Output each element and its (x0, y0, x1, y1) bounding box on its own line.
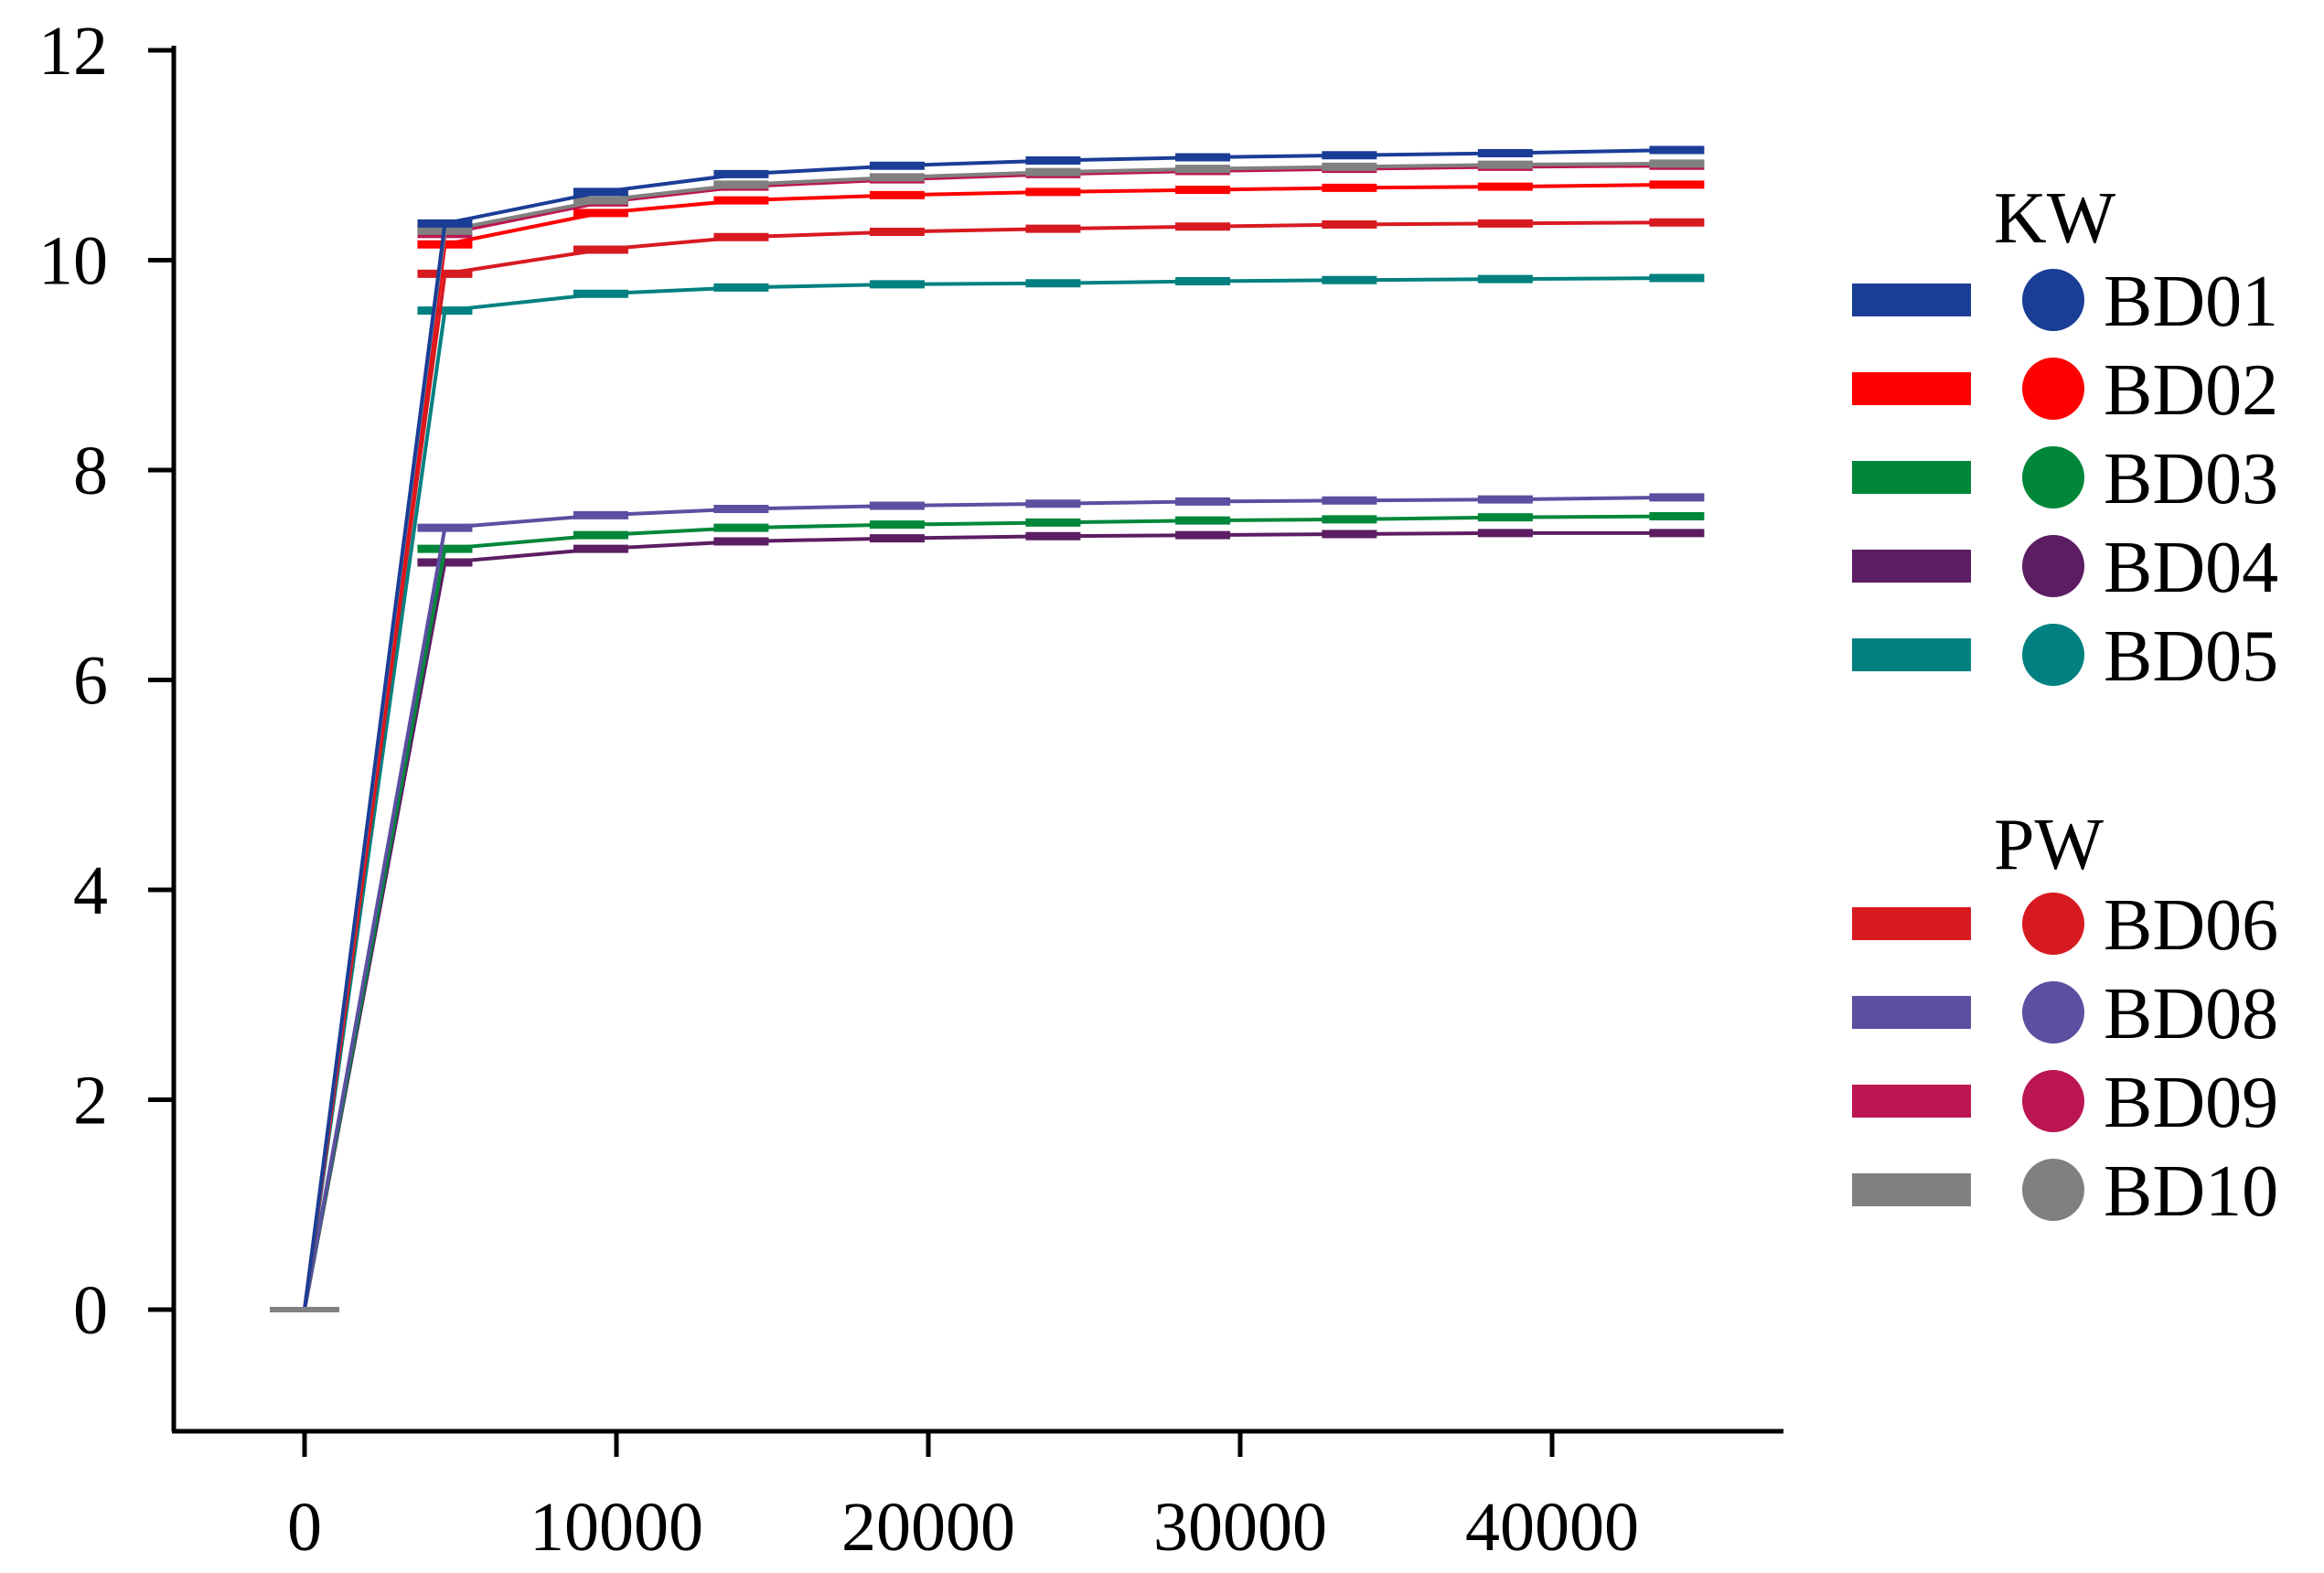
series-bd03 (270, 511, 1705, 1312)
series-line-bd10 (303, 161, 1677, 1311)
legend-marker-swatch (2022, 981, 2084, 1043)
legend-line-swatch (1852, 638, 1971, 671)
series-line-bd04 (303, 530, 1677, 1311)
legend-item-bd09: BD09 (1852, 1063, 2278, 1143)
legend-label: BD02 (2104, 350, 2278, 431)
legend-item-bd03: BD03 (1852, 439, 2278, 519)
series-bd02 (270, 180, 1705, 1312)
legend-line-swatch (1852, 907, 1971, 940)
legend-item-bd05: BD05 (1852, 616, 2278, 697)
legend-label: BD01 (2104, 262, 2278, 342)
y-tick-label: 10 (38, 223, 108, 300)
legend-line-swatch (1852, 461, 1971, 494)
legend-label: BD05 (2104, 616, 2278, 697)
legend-item-bd04: BD04 (1852, 528, 2278, 608)
legend-item-bd02: BD02 (1852, 350, 2278, 431)
series-bd04 (270, 529, 1705, 1312)
legend-label: BD03 (2104, 439, 2278, 519)
legend-label: BD04 (2104, 528, 2278, 608)
series-line-bd03 (303, 514, 1677, 1311)
series-line-bd08 (303, 495, 1677, 1311)
legend-line-swatch (1852, 550, 1971, 583)
series-line-bd05 (303, 276, 1677, 1311)
legend-line-swatch (1852, 284, 1971, 316)
legend-item-bd06: BD06 (1852, 885, 2278, 966)
legend-marker-swatch (2022, 358, 2084, 420)
legend-marker-swatch (2022, 624, 2084, 686)
legend-line-swatch (1852, 996, 1971, 1029)
legend-label: BD09 (2104, 1063, 2278, 1143)
legend-item-bd01: BD01 (1852, 262, 2278, 342)
legend-label: BD06 (2104, 885, 2278, 966)
series-bd01 (270, 145, 1705, 1312)
legend-marker-swatch (2022, 893, 2084, 955)
series-bd06 (270, 218, 1705, 1312)
legend-group-title: KW (1994, 178, 2116, 259)
series-line-bd01 (303, 148, 1677, 1311)
legend-group-title: PW (1994, 805, 2104, 885)
x-tick-label: 0 (287, 1489, 322, 1566)
legend-line-swatch (1852, 1085, 1971, 1118)
y-tick-label: 8 (73, 433, 108, 509)
legend-line-swatch (1852, 1173, 1971, 1206)
legend-item-bd08: BD08 (1852, 974, 2278, 1054)
series-bd05 (270, 273, 1705, 1312)
legend-label: BD10 (2104, 1151, 2278, 1232)
legend-marker-swatch (2022, 446, 2084, 508)
x-tick-label: 20000 (841, 1489, 1015, 1566)
legend-marker-swatch (2022, 1070, 2084, 1132)
legend-marker-swatch (2022, 535, 2084, 597)
series-line-bd06 (303, 220, 1677, 1311)
x-tick-label: 30000 (1153, 1489, 1327, 1566)
y-tick-label: 12 (38, 13, 108, 90)
legend-marker-swatch (2022, 269, 2084, 331)
y-tick-label: 6 (73, 643, 108, 720)
series-bd10 (270, 159, 1705, 1312)
x-tick-label: 40000 (1465, 1489, 1639, 1566)
legend-marker-swatch (2022, 1159, 2084, 1221)
legend-item-bd10: BD10 (1852, 1151, 2278, 1232)
legend-line-swatch (1852, 372, 1971, 405)
y-tick-label: 0 (73, 1272, 108, 1349)
y-tick-label: 4 (73, 852, 108, 929)
series-line-bd09 (303, 164, 1677, 1311)
series-line-bd02 (303, 182, 1677, 1311)
legend-label: BD08 (2104, 974, 2278, 1054)
series-bd08 (270, 493, 1705, 1312)
series-bd09 (270, 161, 1705, 1312)
x-tick-label: 10000 (530, 1489, 703, 1566)
y-tick-label: 2 (73, 1063, 108, 1140)
